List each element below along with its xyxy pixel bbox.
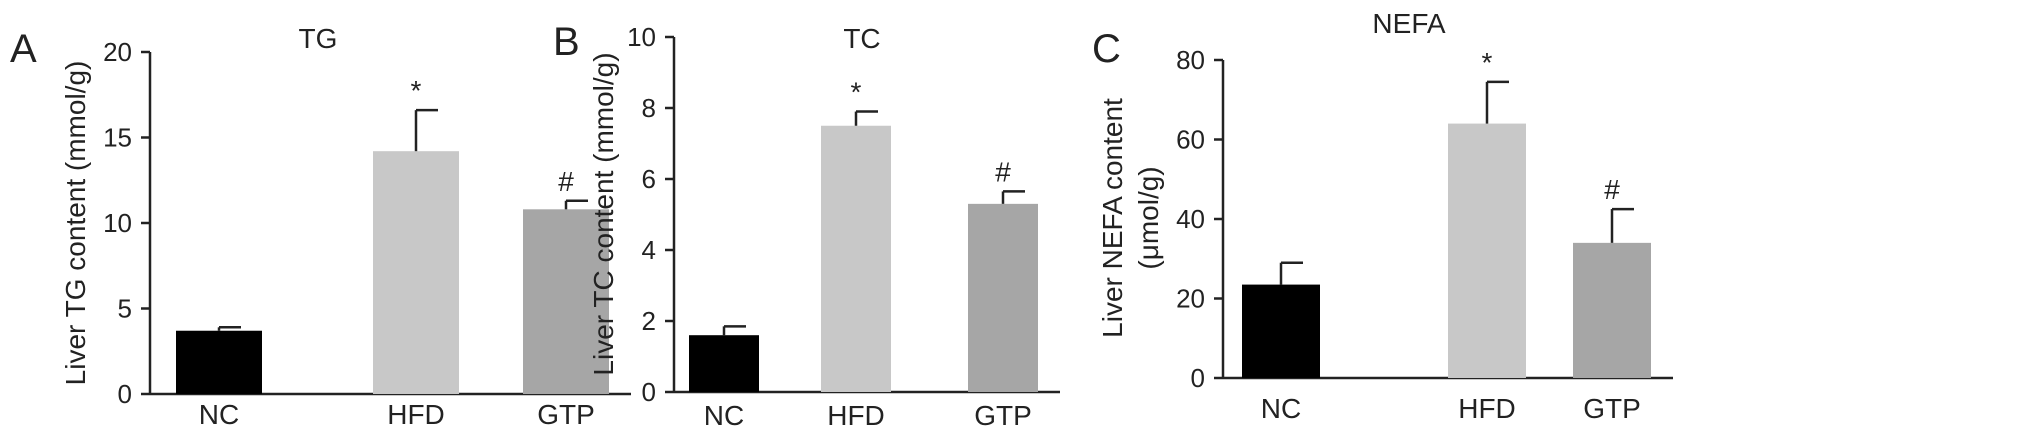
x-tick-label: NC	[199, 399, 239, 430]
y-tick-label: 0	[1191, 363, 1205, 393]
x-tick-label: NC	[1261, 393, 1301, 424]
x-tick-label: GTP	[1583, 393, 1641, 424]
y-tick-label: 6	[642, 164, 656, 194]
y-tick-label: 40	[1176, 204, 1205, 234]
y-tick-label: 10	[103, 208, 132, 238]
y-tick-label: 2	[642, 306, 656, 336]
x-tick-label: HFD	[1458, 393, 1516, 424]
bar-nc	[689, 335, 759, 392]
x-tick-label: GTP	[537, 399, 595, 430]
bar-gtp	[968, 203, 1038, 392]
y-axis-label: Liver NEFA content (μmol/g)	[1097, 98, 1164, 338]
bar-hfd	[373, 151, 459, 394]
x-tick-label: NC	[704, 400, 744, 431]
y-axis-label: Liver TC content (mmol/g)	[588, 52, 619, 375]
y-tick-label: 4	[642, 235, 656, 265]
bar-gtp	[523, 209, 609, 394]
significance-marker: *	[1482, 47, 1493, 78]
y-tick-label: 0	[642, 377, 656, 407]
panel-letter: C	[1092, 27, 1121, 71]
chart-title: TG	[299, 23, 338, 54]
panel-c: C NEFA 0 20 40 60 80 Liver NEFA content (μmol/g)…	[1092, 8, 1673, 424]
y-tick-label: 80	[1176, 45, 1205, 75]
y-tick-label: 8	[642, 93, 656, 123]
bar-hfd	[1448, 123, 1526, 378]
bar-gtp	[1573, 242, 1651, 378]
panel-letter: A	[10, 27, 37, 71]
y-tick-label: 0	[118, 379, 132, 409]
y-tick-label: 15	[103, 123, 132, 153]
x-tick-label: HFD	[387, 399, 445, 430]
panel-letter: B	[553, 20, 580, 64]
y-axis-label-line: (μmol/g)	[1133, 166, 1164, 269]
y-tick-label: 20	[1176, 284, 1205, 314]
y-tick-label: 20	[103, 37, 132, 67]
x-tick-label: HFD	[827, 400, 885, 431]
bar-nc	[1242, 284, 1320, 378]
y-tick-label: 60	[1176, 125, 1205, 155]
chart-title: NEFA	[1372, 8, 1445, 39]
panel-b: B TC 0 2 4 6 8 10 Liver TC content (mmol/g) NC * HF…	[553, 20, 1060, 431]
significance-marker: *	[411, 75, 422, 106]
y-tick-label: 10	[627, 22, 656, 52]
y-axis-label: Liver TG content (mmol/g)	[60, 61, 91, 386]
significance-marker: #	[1604, 174, 1620, 205]
panel-a: A TG 0 5 10 15 20 Liver TG content (mmol/g) NC * H…	[10, 23, 631, 430]
bar-hfd	[821, 125, 891, 392]
significance-marker: *	[851, 77, 862, 108]
y-axis-label-line: Liver NEFA content	[1097, 98, 1128, 338]
x-tick-label: GTP	[974, 400, 1032, 431]
bar-nc	[176, 330, 262, 394]
chart-title: TC	[843, 23, 880, 54]
y-tick-label: 5	[118, 294, 132, 324]
significance-marker: #	[995, 156, 1011, 187]
significance-marker: #	[558, 166, 574, 197]
